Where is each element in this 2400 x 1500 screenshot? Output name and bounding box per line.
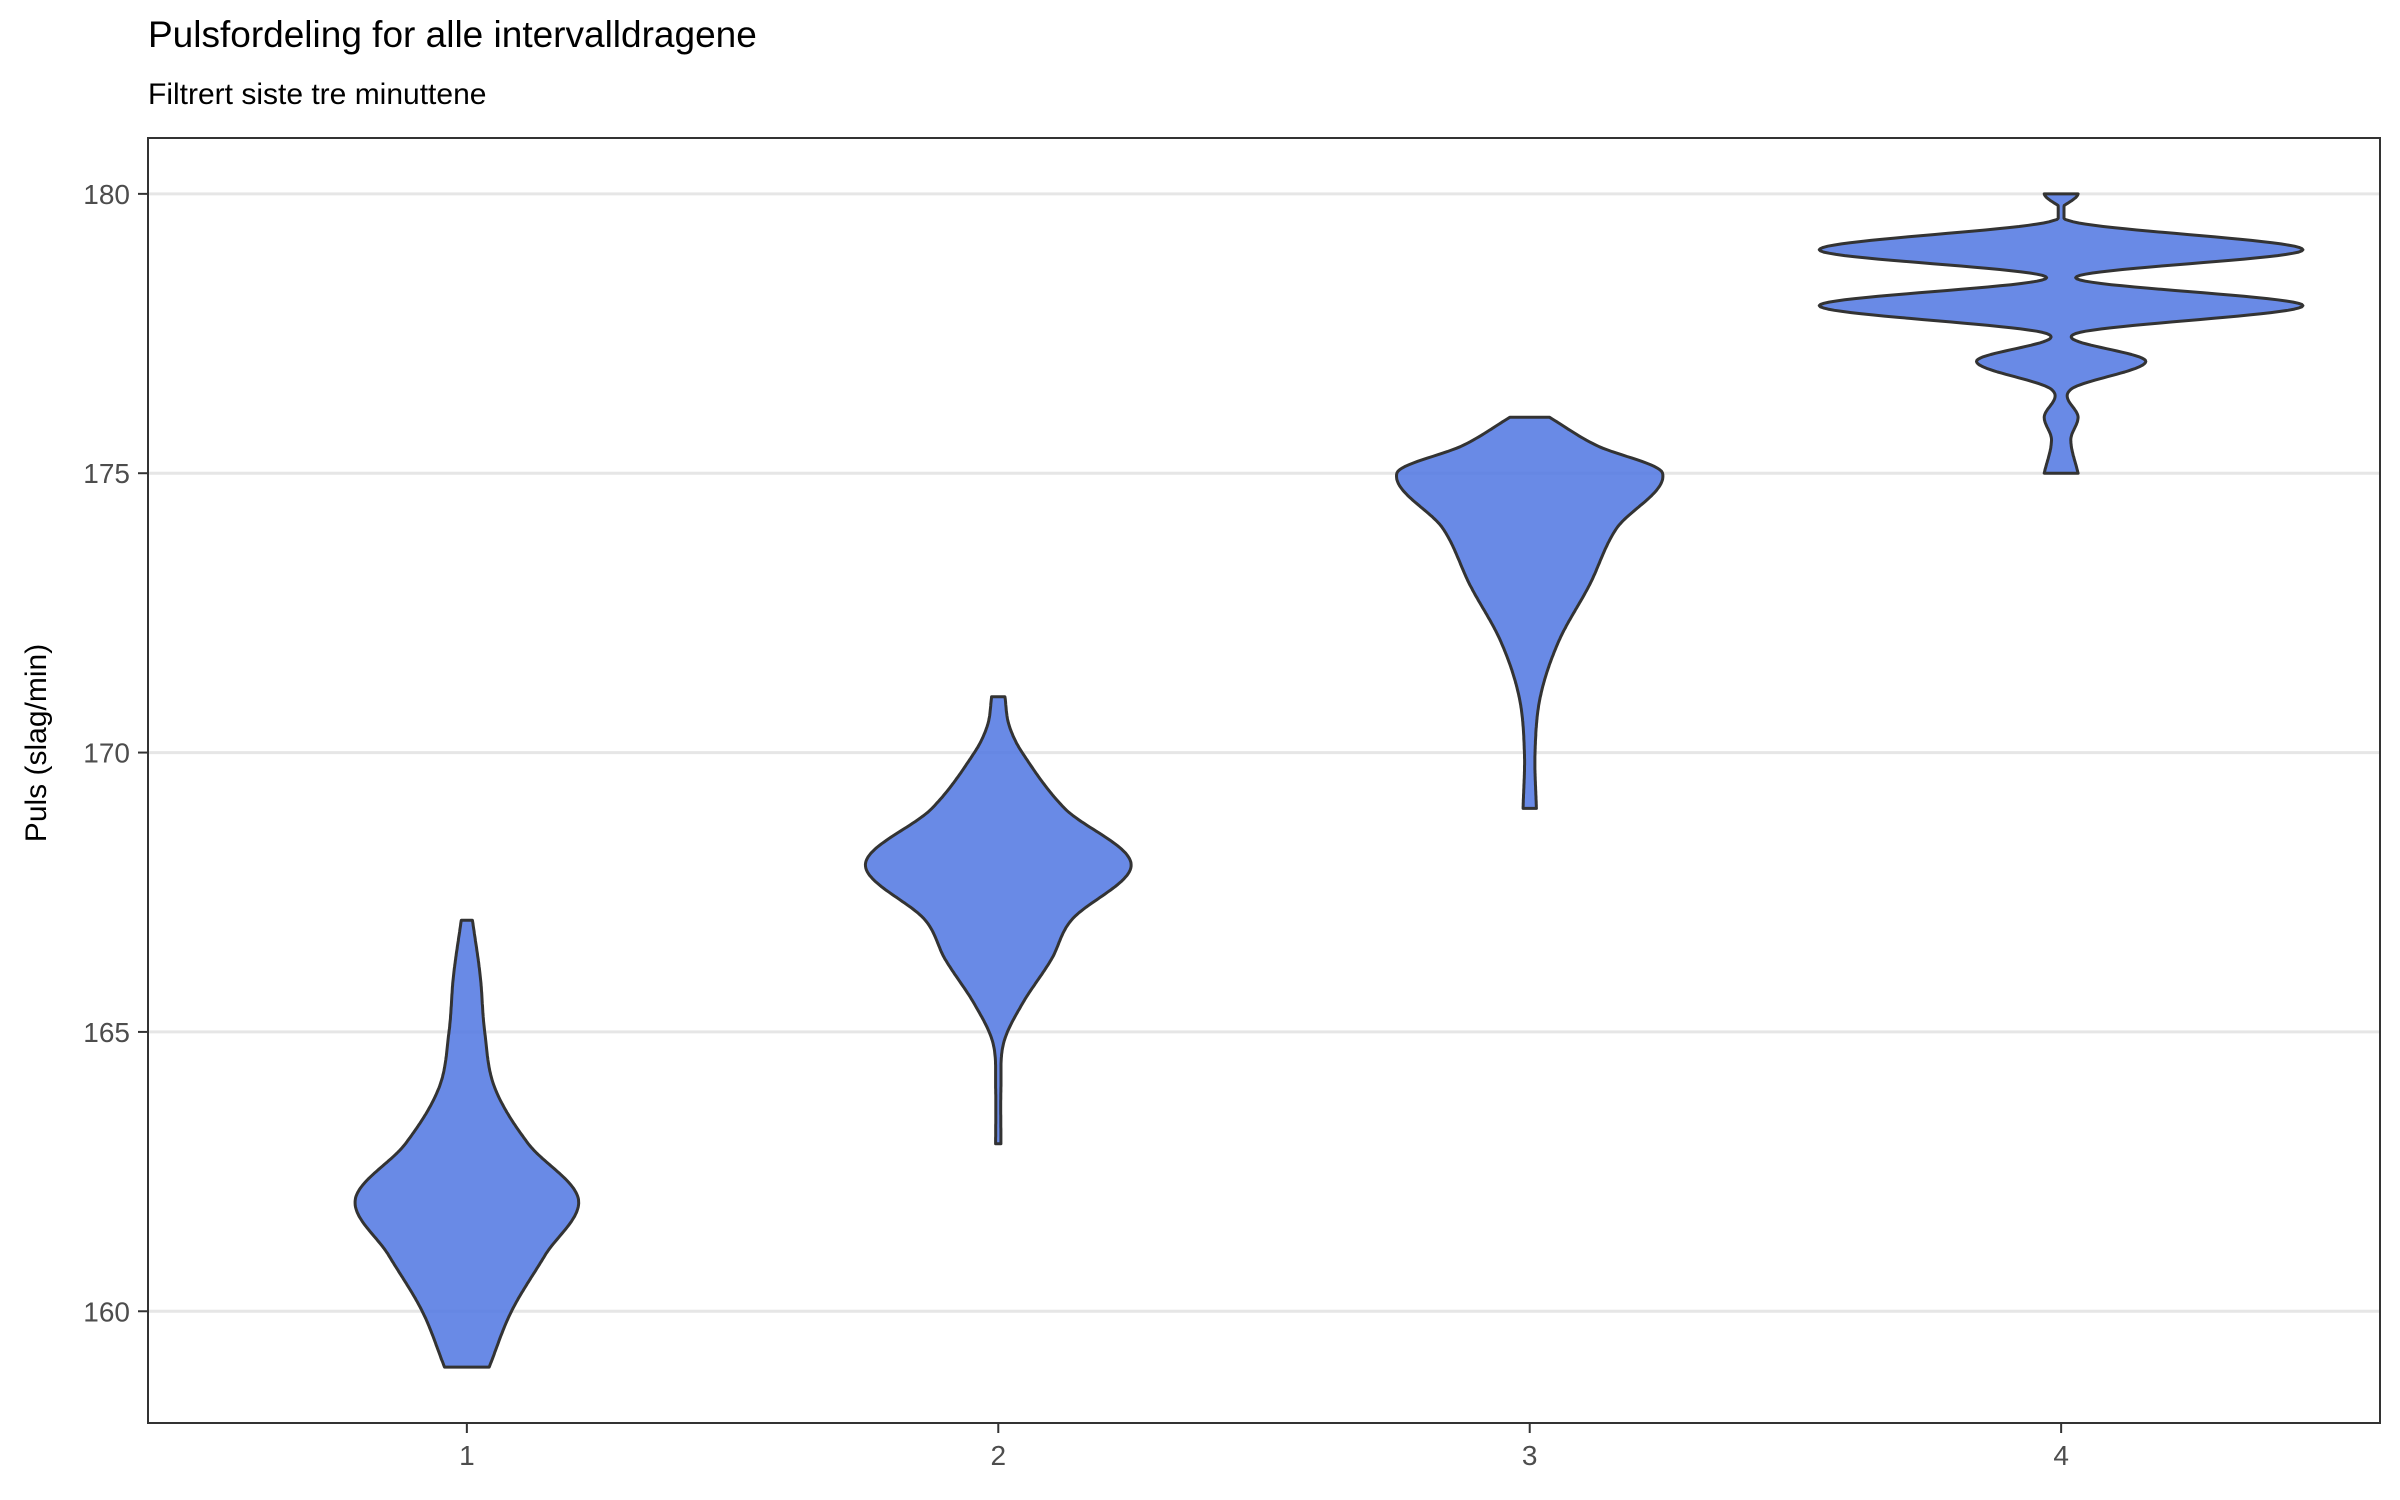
x-tick-label-1: 1 bbox=[459, 1440, 475, 1471]
x-tick-label-3: 3 bbox=[1522, 1440, 1538, 1471]
plot-panel-border bbox=[147, 137, 2381, 1424]
chart-title: Pulsfordeling for alle intervalldragene bbox=[148, 14, 757, 55]
violin-3 bbox=[1395, 415, 1665, 810]
y-tick-label-160: 160 bbox=[83, 1296, 130, 1327]
x-axis: 1 2 3 4 bbox=[459, 1423, 2069, 1471]
violins bbox=[353, 192, 2305, 1369]
chart-subtitle: Filtrert siste tre minuttene bbox=[148, 78, 487, 111]
y-tick-label-165: 165 bbox=[83, 1017, 130, 1048]
x-tick-label-4: 4 bbox=[2053, 1440, 2069, 1471]
x-tick-label-2: 2 bbox=[990, 1440, 1006, 1471]
y-axis-label: Puls (slag/min) bbox=[20, 644, 53, 842]
violin-4 bbox=[1817, 192, 2305, 475]
grid-lines bbox=[148, 192, 2380, 1313]
y-tick-label-180: 180 bbox=[83, 179, 130, 210]
y-tick-label-170: 170 bbox=[83, 738, 130, 769]
violin-2 bbox=[863, 695, 1133, 1146]
y-tick-label-175: 175 bbox=[83, 458, 130, 489]
y-axis: 160 165 170 175 180 bbox=[83, 179, 148, 1327]
violin-1 bbox=[353, 918, 581, 1369]
